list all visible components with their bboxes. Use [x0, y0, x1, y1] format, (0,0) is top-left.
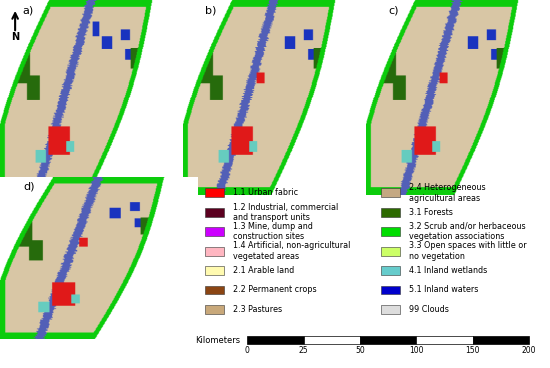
Text: 4.1 Inland wetlands: 4.1 Inland wetlands	[409, 266, 487, 275]
Text: a): a)	[22, 6, 33, 16]
Bar	[205, 227, 224, 236]
Text: 5.1 Inland waters: 5.1 Inland waters	[409, 286, 478, 294]
Bar	[381, 266, 400, 275]
Bar	[416, 336, 472, 344]
Text: 100: 100	[409, 346, 424, 355]
Text: 2.1 Arable land: 2.1 Arable land	[233, 266, 294, 275]
Text: 1.3 Mine, dump and
construction sites: 1.3 Mine, dump and construction sites	[233, 222, 313, 241]
Text: N: N	[11, 32, 19, 42]
Text: 200: 200	[521, 346, 536, 355]
Text: 1.1 Urban fabric: 1.1 Urban fabric	[233, 188, 298, 197]
Text: 99 Clouds: 99 Clouds	[409, 305, 449, 314]
Text: 3.2 Scrub and/or herbaceous
vegetation associations: 3.2 Scrub and/or herbaceous vegetation a…	[409, 222, 526, 241]
Text: 2.4 Heterogeneous
agricultural areas: 2.4 Heterogeneous agricultural areas	[409, 183, 486, 202]
Bar	[360, 336, 416, 344]
Text: Kilometers: Kilometers	[195, 336, 240, 344]
Text: 150: 150	[465, 346, 480, 355]
Bar	[205, 266, 224, 275]
Bar	[381, 208, 400, 217]
Bar	[381, 227, 400, 236]
Bar	[205, 188, 224, 197]
Bar	[381, 305, 400, 314]
Text: d): d)	[24, 181, 35, 191]
Bar	[205, 208, 224, 217]
Bar	[381, 188, 400, 197]
Bar	[381, 247, 400, 255]
Text: 25: 25	[299, 346, 309, 355]
Text: 3.1 Forests: 3.1 Forests	[409, 208, 453, 217]
Text: 2.3 Pastures: 2.3 Pastures	[233, 305, 282, 314]
Text: 0: 0	[245, 346, 250, 355]
Bar	[205, 247, 224, 255]
Text: 2.2 Permanent crops: 2.2 Permanent crops	[233, 286, 317, 294]
Bar	[248, 336, 304, 344]
Text: 3.3 Open spaces with little or
no vegetation: 3.3 Open spaces with little or no vegeta…	[409, 241, 527, 261]
Bar	[381, 286, 400, 294]
Text: 1.4 Artificial, non-agricultural
vegetated areas: 1.4 Artificial, non-agricultural vegetat…	[233, 241, 350, 261]
Text: c): c)	[388, 6, 399, 16]
Bar	[304, 336, 360, 344]
Bar	[205, 286, 224, 294]
Bar	[472, 336, 529, 344]
Text: b): b)	[205, 6, 217, 16]
Text: 50: 50	[355, 346, 365, 355]
Bar	[205, 305, 224, 314]
Text: 1.2 Industrial, commercial
and transport units: 1.2 Industrial, commercial and transport…	[233, 202, 338, 222]
